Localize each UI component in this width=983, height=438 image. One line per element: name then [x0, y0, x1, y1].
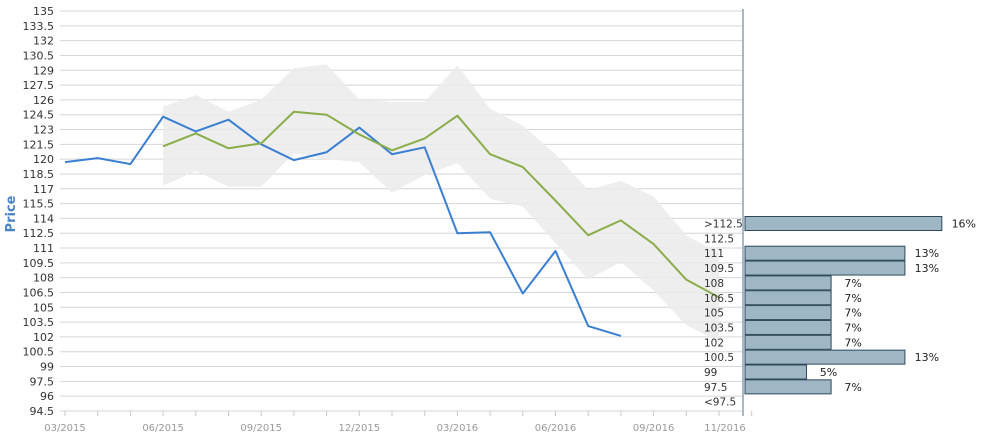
distribution-bin-label: >112.5 — [704, 219, 743, 231]
forecast-series-line — [162, 110, 720, 299]
y-tick-label: 121.5 — [23, 138, 55, 151]
y-tick-label: 102 — [33, 331, 54, 344]
y-tick-label: 100.5 — [23, 346, 55, 359]
distribution-bin-label: 103.5 — [704, 322, 734, 334]
y-tick-label: 130.5 — [23, 49, 55, 62]
x-tick-label: 09/2016 — [633, 423, 675, 434]
distribution-pct-label: 13% — [915, 262, 939, 275]
distribution-bar — [744, 349, 906, 365]
distribution-bin-label: 99 — [704, 367, 717, 379]
distribution-bar — [744, 245, 906, 261]
y-tick-label: 96 — [40, 390, 54, 403]
y-tick-label: 123 — [33, 124, 54, 137]
y-tick-label: 132 — [33, 35, 54, 48]
distribution-bin-label: 100.5 — [704, 352, 734, 364]
distribution-pct-label: 7% — [844, 381, 861, 394]
x-tick-label: 03/2015 — [44, 423, 86, 434]
distribution-pct-label: 7% — [844, 307, 861, 320]
x-tick-label: 06/2015 — [142, 423, 184, 434]
distribution-pct-label: 5% — [820, 366, 837, 379]
distribution-bar — [744, 290, 832, 306]
y-tick-label: 120 — [33, 153, 54, 166]
y-tick-label: 115.5 — [23, 198, 55, 211]
y-tick-label: 97.5 — [30, 375, 55, 388]
y-tick-label: 118.5 — [23, 168, 55, 181]
distribution-bin-label: 111 — [704, 248, 724, 260]
distribution-pct-label: 13% — [915, 351, 939, 364]
y-tick-label: 105 — [33, 301, 54, 314]
distribution-bin-label: 105 — [704, 308, 724, 320]
distribution-pct-label: 7% — [844, 292, 861, 305]
y-tick-label: 108 — [33, 272, 54, 285]
y-tick-label: 111 — [33, 242, 54, 255]
price-series-line — [64, 115, 622, 337]
distribution-bin-label: 109.5 — [704, 263, 734, 275]
y-tick-label: 129 — [33, 64, 54, 77]
distribution-bar — [744, 334, 832, 350]
y-tick-label: 109.5 — [23, 257, 55, 270]
distribution-bin-label: 102 — [704, 337, 724, 349]
distribution-bar — [744, 364, 807, 380]
x-tick-label: 09/2015 — [240, 423, 282, 434]
y-tick-label: 124.5 — [23, 109, 55, 122]
forecast-range-band — [163, 64, 720, 342]
x-tick-label: 12/2015 — [339, 423, 381, 434]
y-tick-label: 103.5 — [23, 316, 55, 329]
distribution-bin-label: 97.5 — [704, 382, 727, 394]
distribution-bar — [744, 275, 832, 291]
range-band — [163, 64, 720, 342]
x-tick-labels: 03/2015 06/2015 09/2015 12/2015 03/2016 06/20… — [44, 423, 746, 434]
y-tick-label: 133.5 — [23, 20, 55, 33]
y-tick-label: 114 — [33, 212, 54, 225]
y-tick-label: 94.5 — [30, 405, 55, 418]
distribution-bin-label: 106.5 — [704, 293, 734, 305]
y-tick-label: 117 — [33, 183, 54, 196]
distribution-pct-label: 13% — [915, 247, 939, 260]
distribution-bar — [744, 260, 906, 276]
distribution-bar — [744, 379, 832, 395]
x-tick-label: 06/2016 — [535, 423, 577, 434]
distribution-bin-label: 108 — [704, 278, 724, 290]
distribution-bars: 16% >112.5 112.5 13% 111 13% 109.5 7% 108 7% 106.5… — [704, 216, 976, 409]
distribution-pct-label: 16% — [952, 218, 976, 231]
y-tick-label: 127.5 — [23, 79, 55, 92]
x-tick-label: 11/2016 — [704, 423, 746, 434]
x-tick-label: 03/2016 — [437, 423, 479, 434]
distribution-pct-label: 7% — [844, 336, 861, 349]
y-tick-label: 106.5 — [23, 286, 55, 299]
distribution-bin-label: 112.5 — [704, 233, 734, 245]
y-tick-label: 135 — [33, 5, 54, 18]
distribution-bar — [744, 305, 832, 321]
distribution-bar — [744, 319, 832, 335]
distribution-pct-label: 7% — [844, 277, 861, 290]
y-axis-label: Price — [4, 195, 19, 232]
y-tick-label: 112.5 — [23, 227, 55, 240]
y-tick-label: 126 — [33, 94, 54, 107]
distribution-bin-label: <97.5 — [704, 397, 736, 409]
axes — [64, 9, 753, 416]
distribution-bar — [744, 216, 943, 231]
distribution-pct-label: 7% — [844, 321, 861, 334]
y-tick-label: 99 — [40, 361, 54, 374]
series-lines — [64, 110, 720, 337]
